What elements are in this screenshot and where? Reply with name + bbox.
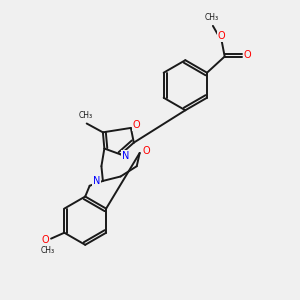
Text: CH₃: CH₃ — [41, 247, 55, 256]
Text: O: O — [142, 146, 150, 157]
Text: O: O — [244, 50, 251, 60]
Text: O: O — [42, 235, 50, 245]
Text: CH₃: CH₃ — [204, 14, 218, 22]
Text: CH₃: CH₃ — [78, 111, 92, 120]
Text: O: O — [132, 120, 140, 130]
Text: O: O — [218, 31, 226, 41]
Text: N: N — [93, 176, 100, 186]
Text: N: N — [122, 151, 130, 161]
